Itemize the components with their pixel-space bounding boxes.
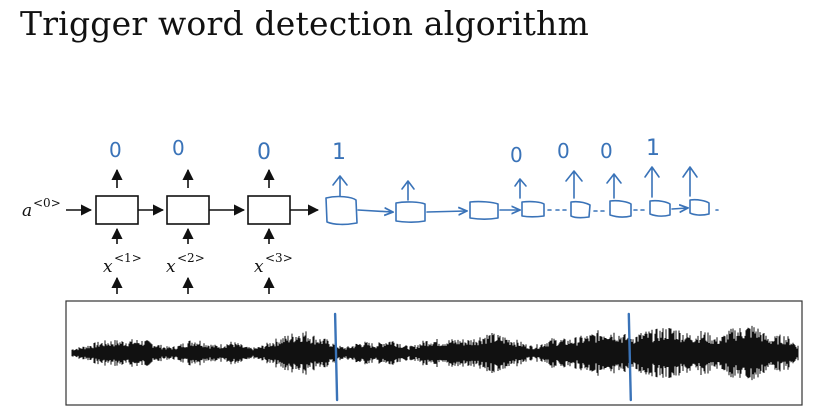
activation-superscript: <0> — [33, 196, 61, 210]
input-1-superscript: <1> — [114, 251, 142, 265]
sketch-cell-5 — [395, 201, 426, 223]
output-label-2: 0 — [172, 136, 185, 160]
handwritten-output-3: 0 — [557, 139, 570, 163]
input-1-base: x — [103, 257, 113, 277]
audio-waveform — [71, 325, 799, 381]
sketch-cell-4 — [325, 195, 358, 226]
sketch-up-arrow-7 — [514, 178, 527, 199]
sketch-cell-9 — [609, 199, 632, 218]
trigger-marker-2 — [627, 312, 632, 402]
input-2-base: x — [166, 257, 176, 277]
handwritten-rnn-sketch — [325, 166, 719, 226]
rnn-cell-2 — [166, 195, 210, 225]
sketch-up-arrow-8 — [565, 170, 583, 199]
sketch-up-arrow-11 — [682, 166, 698, 197]
sketch-cell-6 — [469, 200, 499, 220]
input-label-2: x <2> — [166, 251, 205, 277]
sketch-up-arrow-9 — [606, 173, 622, 199]
trigger-marker-1 — [333, 312, 339, 402]
output-label-3: 0 — [257, 140, 271, 165]
rnn-cell-1 — [95, 195, 139, 225]
initial-activation-label: a <0> — [22, 196, 61, 221]
handwritten-output-trigger-2: 1 — [646, 136, 660, 161]
waveform-trace — [71, 325, 799, 381]
sketch-up-arrow-10 — [644, 166, 660, 198]
input-2-superscript: <2> — [177, 251, 205, 265]
input-3-superscript: <3> — [265, 251, 293, 265]
page-title: Trigger word detection algorithm — [20, 4, 589, 43]
sketch-up-arrow-4 — [332, 175, 348, 197]
handwritten-output-trigger-1: 1 — [332, 140, 346, 165]
sketch-arrow-10-11 — [671, 208, 687, 209]
sketch-arrow-4-5 — [357, 210, 392, 212]
handwritten-output-4: 0 — [600, 139, 613, 163]
sketch-cell-11 — [689, 198, 710, 216]
sketch-up-arrow-5 — [401, 180, 415, 201]
trigger-markers — [333, 312, 632, 402]
activation-base: a — [22, 201, 32, 221]
sketch-cell-10 — [649, 199, 671, 217]
handwritten-output-2: 0 — [510, 143, 523, 167]
sketch-arrow-5-6 — [426, 211, 466, 212]
input-label-3: x <3> — [254, 251, 293, 277]
input-label-1: x <1> — [103, 251, 142, 277]
rnn-cell-3 — [247, 195, 291, 225]
sketch-cell-7 — [521, 200, 545, 218]
output-label-1: 0 — [109, 138, 122, 162]
input-3-base: x — [254, 257, 264, 277]
sketch-cell-8 — [570, 200, 591, 219]
